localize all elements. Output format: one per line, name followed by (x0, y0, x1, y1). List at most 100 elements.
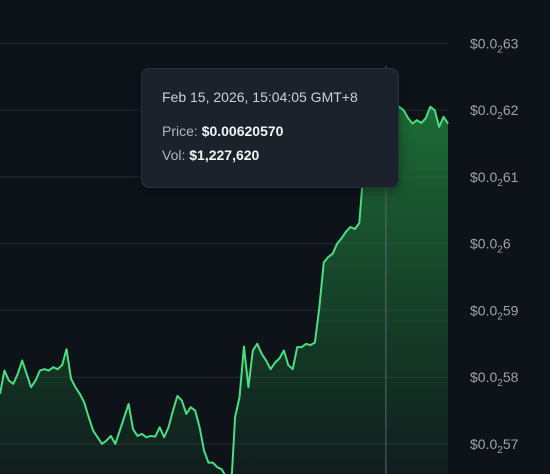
tooltip-vol-label: Vol: (162, 147, 186, 163)
data-point (17, 373, 19, 375)
data-point (203, 450, 205, 452)
data-point (159, 426, 161, 428)
data-point (274, 362, 276, 364)
data-point (438, 126, 440, 128)
data-point (176, 395, 178, 397)
data-point (239, 396, 241, 398)
data-point (358, 222, 360, 224)
data-point (199, 426, 201, 428)
data-point (123, 416, 125, 418)
y-tick-label: $0.0263 (470, 35, 519, 55)
data-point (327, 256, 329, 258)
data-point (141, 433, 143, 435)
data-point (447, 123, 449, 125)
data-point (243, 345, 245, 347)
data-point (287, 364, 289, 366)
data-point (190, 406, 192, 408)
data-point (97, 436, 99, 438)
data-point (3, 370, 5, 372)
data-point (261, 353, 263, 355)
data-point (57, 368, 59, 370)
data-point (292, 368, 294, 370)
data-point (83, 402, 85, 404)
data-point (61, 364, 63, 366)
data-point (234, 416, 236, 418)
data-point (403, 109, 405, 111)
data-point (354, 228, 356, 230)
data-point (79, 393, 81, 395)
data-point (12, 383, 14, 385)
data-point (412, 123, 414, 125)
data-point (39, 370, 41, 372)
data-point (345, 231, 347, 233)
data-point (221, 468, 223, 470)
data-point (105, 440, 107, 442)
data-point (66, 348, 68, 350)
data-point (301, 346, 303, 348)
data-point (283, 349, 285, 351)
data-point (88, 416, 90, 418)
data-point (318, 306, 320, 308)
data-point (416, 119, 418, 121)
data-point (21, 360, 23, 362)
price-tooltip: Feb 15, 2026, 15:04:05 GMT+8 Price: $0.0… (141, 68, 399, 188)
tooltip-vol-row: Vol: $1,227,620 (162, 147, 398, 163)
data-point (434, 109, 436, 111)
data-point (429, 106, 431, 108)
data-point (145, 436, 147, 438)
data-point (172, 410, 174, 412)
data-point (137, 435, 139, 437)
data-point (26, 373, 28, 375)
y-tick-label: $0.0258 (470, 369, 519, 389)
data-point (296, 346, 298, 348)
data-point (128, 403, 130, 405)
data-point (185, 413, 187, 415)
data-point (92, 430, 94, 432)
data-point (212, 462, 214, 464)
data-point (181, 400, 183, 402)
data-point (163, 436, 165, 438)
tooltip-price-label: Price: (162, 123, 198, 139)
data-point (52, 366, 54, 368)
data-point (336, 243, 338, 245)
data-point (310, 344, 312, 346)
y-tick-label: $0.0261 (470, 169, 519, 189)
tooltip-price-value: $0.00620570 (201, 123, 284, 139)
tooltip-datetime: Feb 15, 2026, 15:04:05 GMT+8 (162, 89, 358, 105)
series-area (0, 106, 448, 474)
data-point (256, 343, 258, 345)
data-point (216, 466, 218, 468)
data-point (425, 117, 427, 119)
data-point (8, 380, 10, 382)
data-point (110, 435, 112, 437)
data-point (265, 360, 267, 362)
data-point (74, 386, 76, 388)
data-point (207, 462, 209, 464)
y-tick-label: $0.0257 (470, 436, 519, 456)
data-point (150, 435, 152, 437)
data-point (168, 426, 170, 428)
data-point (34, 380, 36, 382)
data-point (278, 358, 280, 360)
data-point (30, 386, 32, 388)
data-point (247, 386, 249, 388)
data-point (114, 443, 116, 445)
data-point (270, 368, 272, 370)
data-point (154, 436, 156, 438)
data-point (443, 116, 445, 118)
data-point (101, 443, 103, 445)
data-point (407, 117, 409, 119)
data-point (323, 261, 325, 263)
data-point (119, 430, 121, 432)
data-point (349, 226, 351, 228)
y-tick-label: $0.0262 (470, 102, 519, 122)
data-point (43, 368, 45, 370)
data-point (332, 253, 334, 255)
y-tick-label: $0.0259 (470, 302, 519, 322)
data-point (252, 349, 254, 351)
y-tick-label: $0.026 (470, 236, 511, 256)
data-point (314, 341, 316, 343)
data-point (70, 378, 72, 380)
data-point (132, 428, 134, 430)
